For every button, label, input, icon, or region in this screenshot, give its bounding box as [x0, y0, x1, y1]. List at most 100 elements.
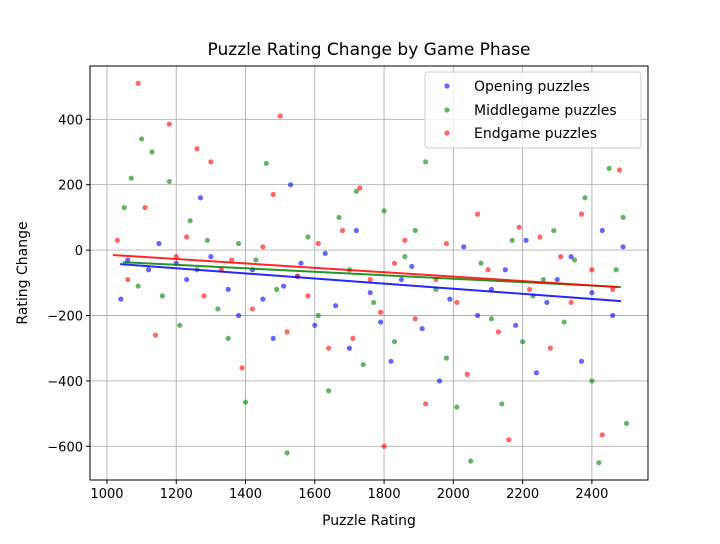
- plot-frame: [89, 65, 649, 481]
- point-endgame: [537, 234, 543, 240]
- y-tick-label: −200: [47, 310, 83, 325]
- x-tick-label: 1600: [298, 487, 331, 502]
- point-middlegame: [478, 260, 484, 266]
- point-opening: [620, 244, 626, 250]
- point-opening: [260, 296, 266, 302]
- point-opening: [208, 254, 214, 260]
- point-middlegame: [135, 283, 141, 289]
- legend-label-middlegame: Middlegame puzzles: [474, 103, 617, 119]
- x-tick-label: 2000: [437, 487, 470, 502]
- point-endgame: [229, 257, 235, 263]
- point-opening: [367, 290, 373, 296]
- trend-lines: [112, 254, 622, 303]
- point-endgame: [412, 316, 418, 322]
- point-opening: [322, 250, 328, 256]
- point-endgame: [260, 244, 266, 250]
- point-middlegame: [561, 319, 567, 325]
- point-middlegame: [402, 254, 408, 260]
- point-endgame: [114, 237, 120, 243]
- point-middlegame: [582, 195, 588, 201]
- point-opening: [118, 296, 124, 302]
- point-middlegame: [520, 339, 526, 345]
- point-opening: [346, 345, 353, 351]
- point-opening: [235, 312, 242, 319]
- point-opening: [398, 276, 404, 283]
- point-opening: [312, 322, 318, 328]
- point-endgame: [135, 80, 141, 86]
- point-middlegame: [121, 204, 127, 211]
- point-opening: [544, 299, 550, 306]
- trend-line-opening: [120, 263, 622, 303]
- point-endgame: [578, 211, 585, 217]
- x-tick-label: 2400: [575, 487, 608, 502]
- point-endgame: [339, 227, 346, 234]
- point-opening: [419, 325, 425, 332]
- point-opening: [599, 227, 605, 234]
- legend: Opening puzzles Middlegame puzzles Endga…: [424, 71, 642, 149]
- point-endgame: [194, 146, 200, 152]
- point-endgame: [423, 401, 429, 407]
- y-tick-label: 400: [58, 113, 83, 128]
- point-endgame: [326, 345, 332, 351]
- point-opening: [225, 286, 231, 292]
- point-endgame: [610, 286, 616, 292]
- point-endgame: [568, 299, 574, 306]
- x-tick-label: 1800: [368, 487, 401, 502]
- point-opening: [145, 267, 152, 273]
- x-tick-label: 1200: [160, 487, 193, 502]
- point-middlegame: [225, 335, 231, 342]
- point-opening: [436, 378, 443, 384]
- point-middlegame: [177, 322, 183, 328]
- point-endgame: [239, 365, 245, 371]
- point-opening: [578, 358, 585, 364]
- point-middlegame: [215, 306, 221, 312]
- point-middlegame: [274, 286, 280, 292]
- legend-marker-middlegame: [444, 107, 450, 113]
- point-middlegame: [488, 316, 495, 322]
- point-opening: [332, 303, 339, 309]
- trend-line-endgame: [112, 254, 618, 289]
- point-opening: [184, 276, 190, 283]
- point-middlegame: [391, 339, 398, 345]
- point-middlegame: [263, 160, 269, 167]
- point-opening: [388, 358, 394, 364]
- point-middlegame: [353, 188, 359, 194]
- point-middlegame: [589, 378, 595, 384]
- point-endgame: [558, 254, 564, 260]
- point-endgame: [208, 159, 214, 165]
- chart-title: Puzzle Rating Change by Game Phase: [208, 40, 531, 60]
- x-axis-label: Puzzle Rating: [322, 513, 416, 529]
- point-opening: [568, 254, 574, 260]
- point-opening: [378, 319, 384, 325]
- legend-marker-endgame: [444, 130, 450, 136]
- point-middlegame: [371, 299, 377, 306]
- point-endgame: [284, 329, 290, 335]
- x-tick-label: 1000: [90, 487, 123, 502]
- point-opening: [523, 237, 529, 243]
- y-tick-label: −400: [47, 375, 83, 390]
- legend-label-opening: Opening puzzles: [474, 79, 590, 95]
- point-middlegame: [305, 234, 311, 240]
- point-opening: [589, 290, 595, 296]
- point-endgame: [464, 371, 470, 377]
- point-middlegame: [242, 399, 249, 405]
- axis-ticks: 1000 1200 1400 1600 1800 2000 2200 2400−600−400…: [47, 113, 608, 502]
- point-middlegame: [509, 237, 515, 243]
- point-endgame: [495, 329, 501, 335]
- point-opening: [533, 370, 540, 376]
- point-endgame: [166, 121, 172, 127]
- point-middlegame: [326, 388, 332, 394]
- legend-marker-opening: [444, 83, 450, 89]
- point-endgame: [402, 237, 408, 243]
- point-endgame: [516, 224, 522, 230]
- point-endgame: [270, 191, 276, 198]
- point-middlegame: [623, 420, 630, 427]
- point-endgame: [142, 204, 148, 211]
- point-endgame: [184, 234, 190, 240]
- point-middlegame: [253, 257, 259, 263]
- y-tick-label: 0: [75, 244, 83, 259]
- point-opening: [474, 312, 481, 319]
- point-opening: [447, 296, 453, 302]
- point-endgame: [277, 113, 283, 119]
- point-endgame: [173, 254, 179, 260]
